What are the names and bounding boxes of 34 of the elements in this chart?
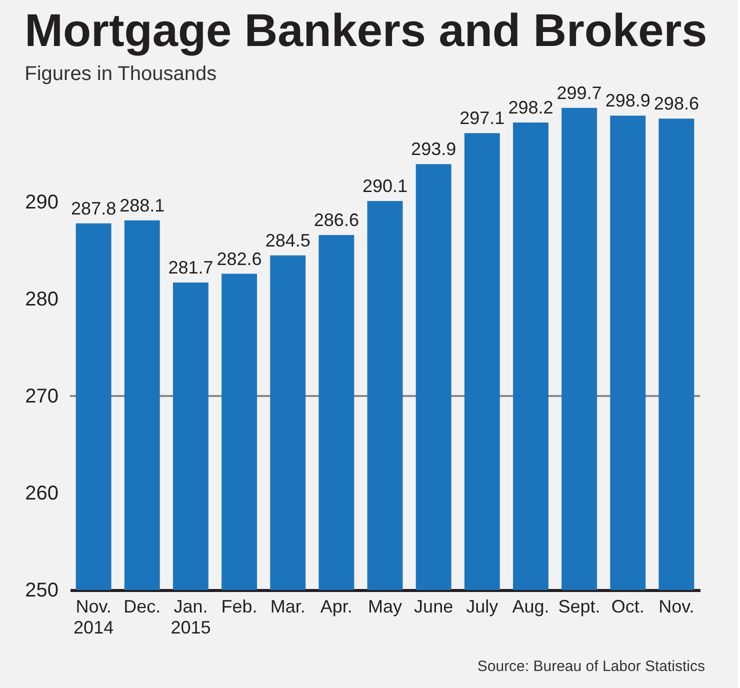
data-label: 299.7 bbox=[556, 82, 602, 103]
x-tick-label: Oct. bbox=[611, 596, 644, 616]
data-label: 286.6 bbox=[314, 210, 359, 230]
data-label: 284.5 bbox=[265, 230, 310, 250]
x-tick-label: Nov. 2014 bbox=[74, 596, 114, 638]
y-tick-label: 260 bbox=[25, 482, 58, 504]
x-tick-label: Apr. bbox=[320, 596, 352, 616]
x-tick-label: Jan. 2015 bbox=[170, 596, 211, 638]
x-tick-label: Mar. bbox=[270, 596, 306, 616]
data-label: 287.8 bbox=[71, 198, 116, 218]
y-tick-label: 270 bbox=[25, 386, 58, 408]
chart-subtitle: Figures in Thousands bbox=[24, 62, 217, 85]
x-tick-label: Dec. bbox=[124, 596, 161, 616]
data-label: 288.1 bbox=[120, 195, 165, 216]
data-label: 290.1 bbox=[362, 176, 408, 196]
x-tick-label: May bbox=[368, 596, 402, 616]
data-label: 282.6 bbox=[216, 248, 262, 269]
x-tick-label: Aug. bbox=[512, 596, 550, 616]
source-note: Source: Bureau of Labor Statistics bbox=[477, 658, 705, 675]
x-tick-label: Sept. bbox=[558, 596, 600, 616]
x-tick-label: June bbox=[414, 596, 454, 616]
chart-title: Mortgage Bankers and Brokers bbox=[24, 4, 708, 56]
data-label: 298.6 bbox=[654, 94, 699, 114]
data-label: 293.9 bbox=[411, 139, 456, 160]
x-tick-label: July bbox=[466, 596, 498, 616]
x-tick-label: Nov. bbox=[658, 596, 694, 616]
y-tick-label: 280 bbox=[25, 288, 58, 310]
y-tick-label: 290 bbox=[25, 192, 58, 214]
data-label: 297.1 bbox=[460, 108, 505, 128]
y-tick-label: 250 bbox=[25, 580, 58, 602]
data-label: 298.2 bbox=[508, 97, 554, 118]
data-label: 281.7 bbox=[168, 258, 214, 278]
data-label: 298.9 bbox=[605, 90, 650, 111]
x-tick-label: Feb. bbox=[221, 596, 258, 616]
